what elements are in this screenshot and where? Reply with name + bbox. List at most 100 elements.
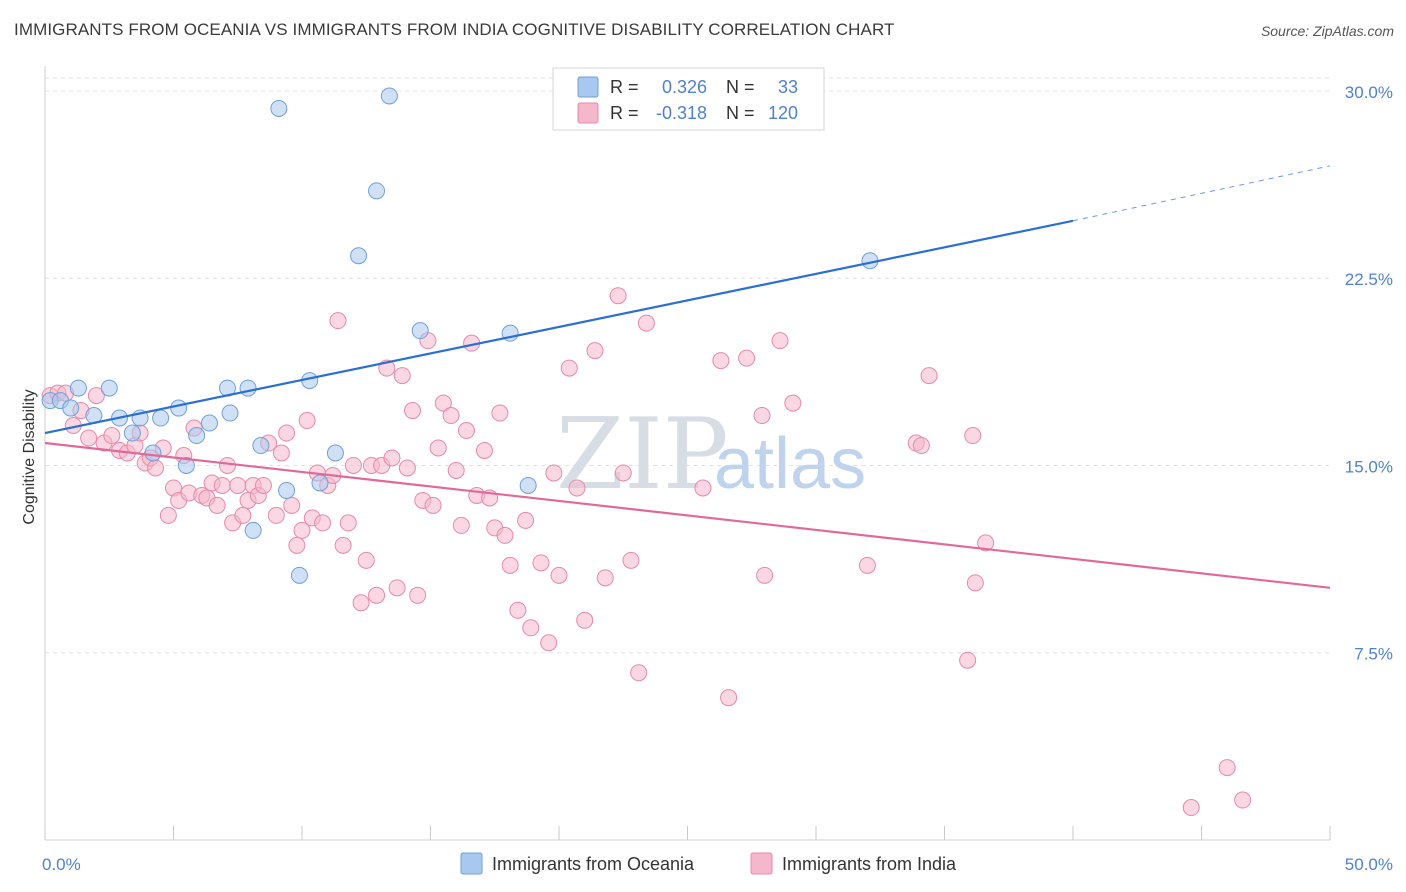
india-point (550, 566, 568, 584)
oceania-point (519, 476, 537, 494)
india-point (339, 514, 357, 532)
oceania-point (368, 182, 386, 200)
india-point (637, 314, 655, 332)
oceania-point (411, 322, 429, 340)
oceania-point (69, 379, 87, 397)
oceania-point (270, 99, 288, 117)
india-point (278, 424, 296, 442)
oceania-point (350, 247, 368, 265)
india-point (540, 634, 558, 652)
india-point (475, 442, 493, 460)
india-point (920, 367, 938, 385)
india-point (87, 387, 105, 405)
india-point (357, 551, 375, 569)
oceania-point (380, 87, 398, 105)
n-label-oceania: N = (726, 77, 755, 97)
oceania-point (144, 444, 162, 462)
india-point (1218, 759, 1236, 777)
source-label: Source: ZipAtlas.com (1260, 23, 1394, 39)
india-point (288, 536, 306, 554)
india-point (103, 427, 121, 445)
y-tick-label: 30.0% (1345, 83, 1393, 102)
india-point (424, 496, 442, 514)
india-point (630, 664, 648, 682)
india-point (576, 611, 594, 629)
india-point (434, 394, 452, 412)
india-point (622, 551, 640, 569)
india-point (966, 574, 984, 592)
india-point (756, 566, 774, 584)
india-point (388, 579, 406, 597)
stats-swatch-india (577, 102, 599, 124)
r-value-oceania: 0.326 (662, 77, 707, 97)
india-point (409, 586, 427, 604)
india-point (298, 412, 316, 430)
oceania-point (326, 444, 344, 462)
oceania-point (221, 404, 239, 422)
oceania-point (278, 481, 296, 499)
stats-legend: R = 0.326 N = 33 R = -0.318 N = 120 (552, 67, 825, 131)
legend-swatch-oceania (460, 852, 483, 875)
india-point (545, 464, 563, 482)
oceania-point (290, 566, 308, 584)
india-point (1182, 799, 1200, 817)
india-point (218, 456, 236, 474)
india-point (404, 402, 422, 420)
oceania-trend-extension (1072, 165, 1331, 222)
oceania-point (123, 424, 141, 442)
india-point (977, 534, 995, 552)
oceania-point (252, 437, 270, 455)
india-point (352, 594, 370, 612)
oceania-point (170, 399, 188, 417)
y-tick-label: 7.5% (1354, 645, 1393, 664)
series-legend: Immigrants from Oceania Immigrants from … (460, 852, 957, 875)
india-point (314, 514, 332, 532)
india-point (293, 521, 311, 539)
india-point (368, 586, 386, 604)
india-point (159, 506, 177, 524)
india-point (272, 444, 290, 462)
y-tick-label: 15.0% (1345, 457, 1393, 476)
india-point (491, 404, 509, 422)
india-point (442, 407, 460, 425)
india-point (234, 506, 252, 524)
india-point (1234, 791, 1252, 809)
y-axis-label: Cognitive Disability (21, 389, 38, 524)
stats-swatch-oceania (577, 76, 599, 98)
india-point (532, 554, 550, 572)
india-point (738, 349, 756, 367)
oceania-point (239, 379, 257, 397)
india-point (522, 619, 540, 637)
india-point (964, 427, 982, 445)
india-point (586, 342, 604, 360)
oceania-point (200, 414, 218, 432)
india-point (429, 439, 447, 457)
india-point (614, 464, 632, 482)
oceania-point (177, 456, 195, 474)
india-point (457, 422, 475, 440)
india-point (517, 511, 535, 529)
y-tick-label: 22.5% (1345, 270, 1393, 289)
r-value-india: -0.318 (656, 103, 707, 123)
trend-lines (44, 165, 1331, 589)
india-point (496, 526, 514, 544)
n-value-india: 120 (768, 103, 798, 123)
india-trend-line (44, 441, 1331, 589)
r-label-india: R = (610, 103, 639, 123)
india-point (80, 429, 98, 447)
legend-swatch-india (750, 852, 773, 875)
n-label-india: N = (726, 103, 755, 123)
india-point (208, 496, 226, 514)
india-point (393, 367, 411, 385)
india-point (560, 359, 578, 377)
chart-title: IMMIGRANTS FROM OCEANIA VS IMMIGRANTS FR… (14, 20, 895, 39)
oceania-point (62, 399, 80, 417)
india-point (694, 479, 712, 497)
india-point (383, 449, 401, 467)
india-point (254, 476, 272, 494)
x-tick-label: 0.0% (42, 855, 81, 874)
india-point (596, 569, 614, 587)
legend-label-oceania: Immigrants from Oceania (492, 854, 695, 874)
x-tick-label: 50.0% (1345, 855, 1393, 874)
